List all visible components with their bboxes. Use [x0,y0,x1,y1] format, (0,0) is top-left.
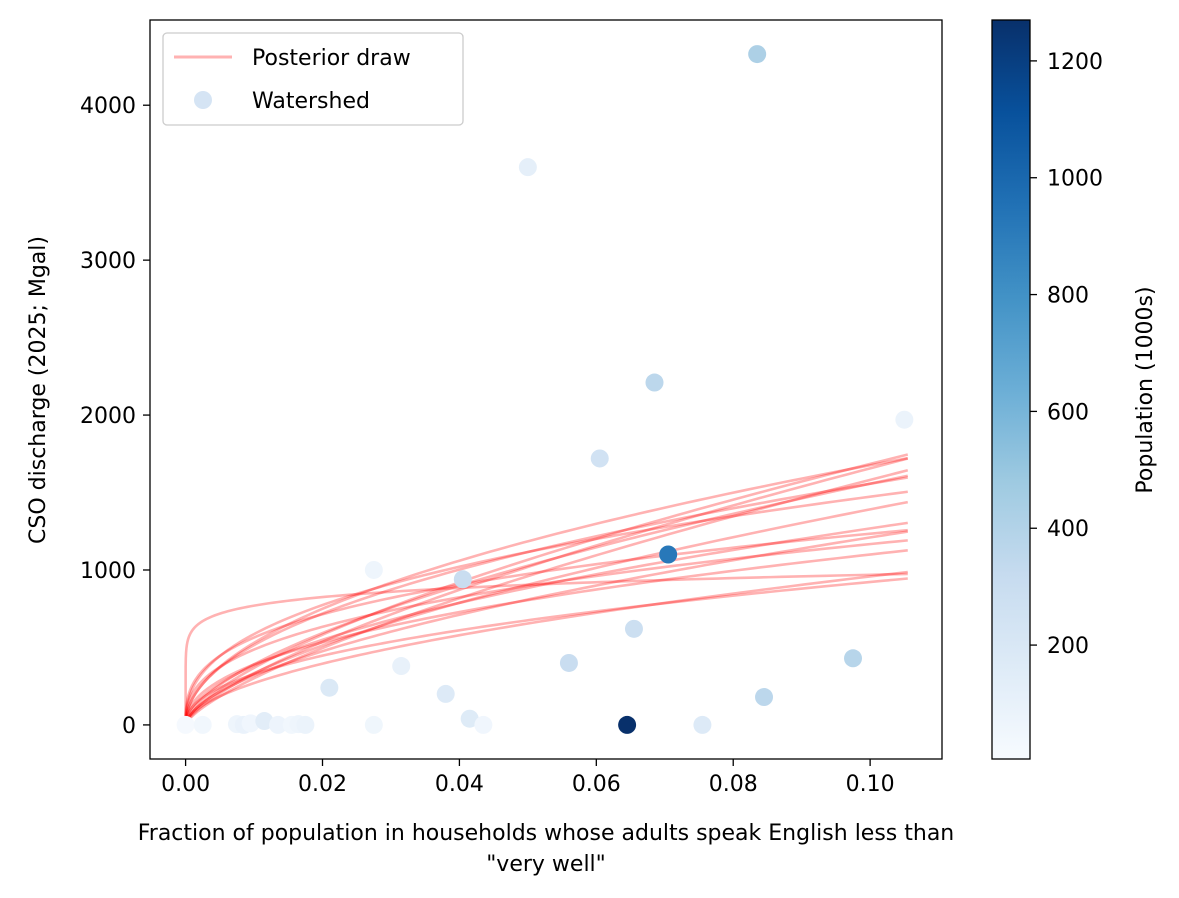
watershed-point [453,570,472,589]
legend-watershed-label: Watershed [252,89,370,114]
watershed-point [659,545,678,564]
watershed-point [895,410,914,429]
colorbar-tick-label: 1000 [1047,167,1103,192]
watershed-point [193,715,212,734]
watershed-point [645,373,664,392]
posterior-draw-line [184,490,908,725]
watershed-point [364,560,383,579]
colorbar-gradient [992,20,1030,759]
watershed-point [364,715,383,734]
colorbar-frame [991,19,1031,760]
x-tick-label: 0.10 [846,772,895,797]
posterior-draw-line [184,457,909,726]
watershed-point [436,684,455,703]
posterior-draw-line [184,539,908,725]
posterior-draw-line [184,572,908,725]
watershed-point [474,715,493,734]
watershed-point [755,688,774,707]
posterior-draw-lines [184,453,909,726]
x-axis-label-line-2: "very well" [486,852,606,877]
legend: Posterior draw Watershed [162,32,464,126]
y-tick-label: 0 [122,714,136,739]
y-tick-label: 4000 [80,94,136,119]
colorbar-tick-label: 800 [1047,284,1089,309]
y-tick-label: 1000 [80,559,136,584]
x-tick-label: 0.08 [709,772,758,797]
x-tick-label: 0.02 [298,772,347,797]
x-axis-ticks: 0.00 0.02 0.04 0.06 0.08 0.10 [161,759,895,797]
posterior-draw-line [184,521,908,725]
plot-area: 0.00 0.02 0.04 0.06 0.08 0.10 0 1000 2000 3000 40… [80,19,943,797]
colorbar-tick-label: 1200 [1047,50,1103,75]
watershed-point [693,715,712,734]
watershed-point [269,715,288,734]
watershed-point [844,649,863,668]
y-axis-label: CSO discharge (2025; Mgal) [26,236,51,544]
posterior-draw-line [184,530,908,726]
posterior-draw-line [184,456,909,725]
legend-watershed-swatch [194,91,212,109]
x-axis-label-line-1: Fraction of population in households who… [138,821,955,846]
y-tick-label: 2000 [80,404,136,429]
posterior-draw-line [184,476,908,725]
y-tick-label: 3000 [80,249,136,274]
watershed-point [624,619,643,638]
x-tick-label: 0.00 [161,772,210,797]
posterior-draw-line [184,474,909,726]
colorbar-tick-label: 400 [1047,517,1089,542]
colorbar-tick-label: 200 [1047,634,1089,659]
posterior-draw-line [184,469,909,726]
colorbar-ticks: 200 400 600 800 1000 1200 [1030,50,1103,659]
watershed-point [176,715,195,734]
watershed-point [255,712,274,731]
posterior-draw-line [184,570,908,726]
watershed-point [320,678,339,697]
watershed-point [460,709,479,728]
watershed-point [590,449,609,468]
watershed-point [296,715,315,734]
posterior-draw-line [184,500,909,726]
watershed-point [618,715,637,734]
watershed-point [241,714,260,733]
posterior-draw-line [184,577,908,725]
watershed-point [748,45,767,64]
colorbar-tick-label: 600 [1047,400,1089,425]
watershed-point [392,657,411,676]
x-tick-label: 0.06 [572,772,621,797]
watershed-point [518,158,537,177]
watershed-points [176,45,914,734]
axes-frame [149,19,943,760]
posterior-draw-line [184,549,908,725]
colorbar: 200 400 600 800 1000 1200 Population (1000s) [991,19,1158,760]
x-tick-label: 0.04 [435,772,484,797]
colorbar-label: Population (1000s) [1133,286,1158,493]
y-axis-ticks: 0 1000 2000 3000 4000 [80,94,150,739]
posterior-draw-line [184,453,909,726]
posterior-draw-line [184,528,908,725]
watershed-point [559,653,578,672]
legend-box [162,32,464,126]
legend-posterior-draw-label: Posterior draw [252,46,411,71]
